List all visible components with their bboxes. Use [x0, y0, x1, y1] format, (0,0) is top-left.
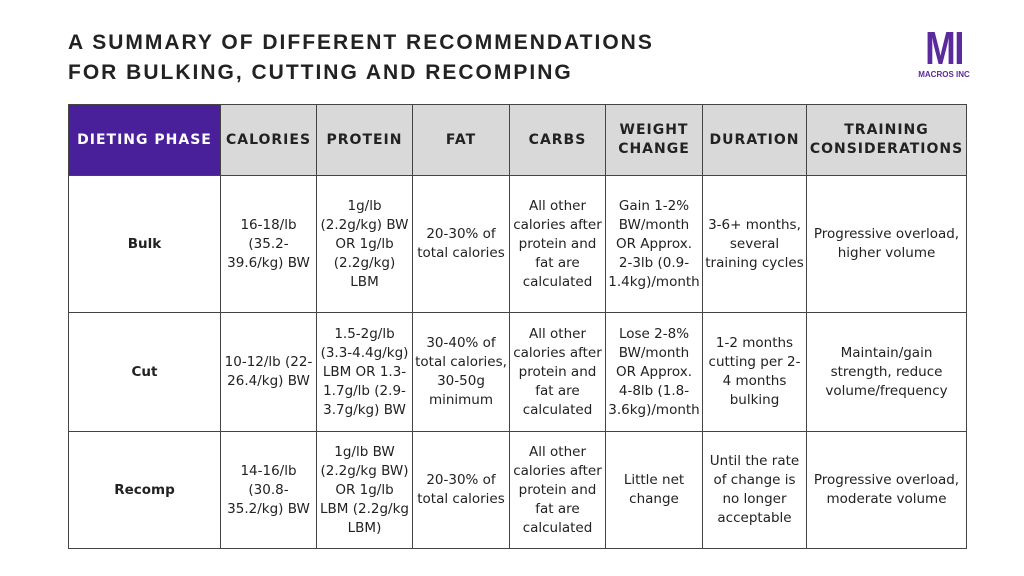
table-cell: 3-6+ months, several training cycles	[702, 175, 807, 313]
logo: MI MACROS INC	[916, 22, 972, 79]
logo-mark: MI	[925, 22, 964, 74]
table-row: Cut 10-12/lb (22-26.4/kg) BW 1.5-2g/lb (3.…	[68, 312, 967, 432]
column-header: WEIGHT CHANGE	[605, 104, 703, 176]
title-line: A SUMMARY OF DIFFERENT RECOMMENDATIONS	[68, 31, 654, 54]
row-label: Cut	[68, 312, 221, 432]
column-header: CARBS	[509, 104, 606, 176]
table-cell: Maintain/gain strength, reduce volume/fr…	[806, 312, 967, 432]
table-cell: All other calories after protein and fat…	[509, 312, 606, 432]
table-cell: All other calories after protein and fat…	[509, 175, 606, 313]
title-line: FOR BULKING, CUTTING AND RECOMPING	[68, 61, 573, 84]
table-cell: All other calories after protein and fat…	[509, 431, 606, 549]
table-cell: Little net change	[605, 431, 703, 549]
table-row: Recomp 14-16/lb (30.8-35.2/kg) BW 1g/lb BW…	[68, 431, 967, 549]
table-cell: Progressive overload, moderate volume	[806, 431, 967, 549]
column-header: PROTEIN	[316, 104, 413, 176]
table-cell: 1g/lb BW (2.2g/kg BW) OR 1g/lb LBM (2.2g…	[316, 431, 413, 549]
table-body: Bulk 16-18/lb (35.2-39.6/kg) BW 1g/lb (2.2…	[68, 175, 967, 549]
table-cell: 30-40% of total calories, 30-50g minimum	[412, 312, 510, 432]
table-cell: 20-30% of total calories	[412, 431, 510, 549]
summary-table: DIETING PHASE CALORIES PROTEIN FAT CARBS WEIG…	[68, 104, 967, 549]
table-cell: Progressive overload, higher volume	[806, 175, 967, 313]
row-label: Bulk	[68, 175, 221, 313]
table-cell: Until the rate of change is no longer ac…	[702, 431, 807, 549]
header-row: DIETING PHASE CALORIES PROTEIN FAT CARBS WEIG…	[68, 104, 967, 176]
logo-name: MACROS INC	[918, 70, 970, 79]
column-header: CALORIES	[220, 104, 317, 176]
table-cell: 1.5-2g/lb (3.3-4.4g/kg) LBM OR 1.3-1.7g/…	[316, 312, 413, 432]
table-cell: 10-12/lb (22-26.4/kg) BW	[220, 312, 317, 432]
table-cell: 20-30% of total calories	[412, 175, 510, 313]
table-row: Bulk 16-18/lb (35.2-39.6/kg) BW 1g/lb (2.2…	[68, 175, 967, 313]
table-cell: Lose 2-8% BW/month OR Approx. 4-8lb (1.8…	[605, 312, 703, 432]
table-cell: 14-16/lb (30.8-35.2/kg) BW	[220, 431, 317, 549]
column-header: TRAINING CONSIDERATIONS	[806, 104, 967, 176]
row-label: Recomp	[68, 431, 221, 549]
table-cell: 1g/lb (2.2g/kg) BW OR 1g/lb (2.2g/kg) LB…	[316, 175, 413, 313]
column-header: FAT	[412, 104, 510, 176]
table-cell: 1-2 months cutting per 2-4 months bulkin…	[702, 312, 807, 432]
column-header: DURATION	[702, 104, 807, 176]
table-cell: 16-18/lb (35.2-39.6/kg) BW	[220, 175, 317, 313]
title: A SUMMARY OF DIFFERENT RECOMMENDATIONS F…	[68, 28, 654, 88]
table-cell: Gain 1-2% BW/month OR Approx. 2-3lb (0.9…	[605, 175, 703, 313]
column-header: DIETING PHASE	[68, 104, 221, 176]
